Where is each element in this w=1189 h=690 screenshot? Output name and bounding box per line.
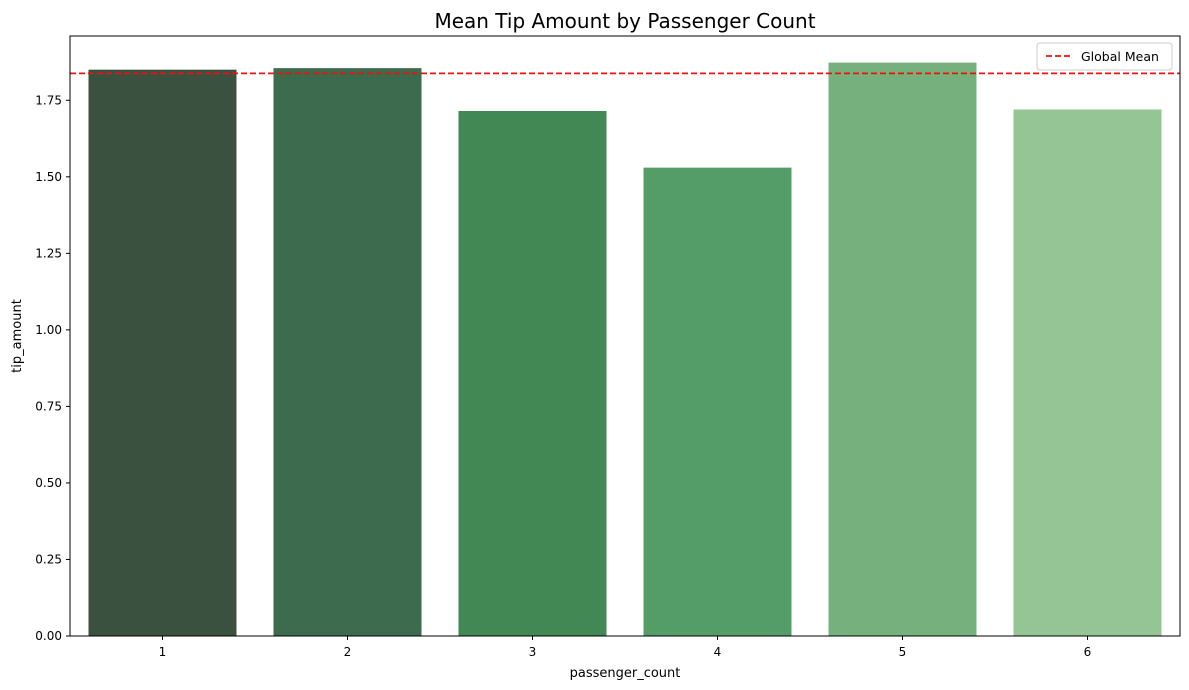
bar-passenger-count-6 — [1013, 109, 1162, 637]
bar-passenger-count-3 — [458, 111, 607, 636]
bar-passenger-count-5 — [828, 62, 977, 637]
y-tick-label: 0.75 — [35, 399, 62, 413]
y-tick-label: 1.25 — [35, 246, 62, 260]
y-axis-ticks: 0.00 0.25 0.50 0.75 1.00 1.25 1.50 1.75 — [35, 93, 70, 643]
legend-entry-global-mean: Global Mean — [1081, 49, 1159, 64]
x-tick-label: 1 — [159, 645, 167, 659]
x-tick-label: 6 — [1084, 645, 1092, 659]
y-tick-label: 1.50 — [35, 170, 62, 184]
y-axis-label: tip_amount — [10, 299, 25, 373]
y-tick-label: 0.00 — [35, 629, 62, 643]
x-axis-ticks: 1 2 3 4 5 6 — [159, 636, 1092, 659]
y-tick-label: 1.75 — [35, 93, 62, 107]
bars-layer — [88, 62, 1162, 637]
x-tick-label: 3 — [529, 645, 537, 659]
bar-passenger-count-2 — [273, 68, 422, 636]
y-tick-label: 1.00 — [35, 323, 62, 337]
x-axis-label: passenger_count — [570, 666, 681, 681]
legend-box — [1036, 42, 1173, 71]
bar-passenger-count-4 — [643, 167, 792, 636]
chart-title: Mean Tip Amount by Passenger Count — [434, 9, 815, 33]
x-tick-label: 5 — [899, 645, 907, 659]
legend: Global Mean — [1036, 42, 1173, 71]
plot-area-frame — [69, 35, 1181, 637]
y-tick-label: 0.50 — [35, 476, 62, 490]
bar-passenger-count-1 — [88, 69, 237, 637]
x-tick-label: 4 — [714, 645, 722, 659]
y-tick-label: 0.25 — [35, 552, 62, 566]
x-tick-label: 2 — [344, 645, 352, 659]
